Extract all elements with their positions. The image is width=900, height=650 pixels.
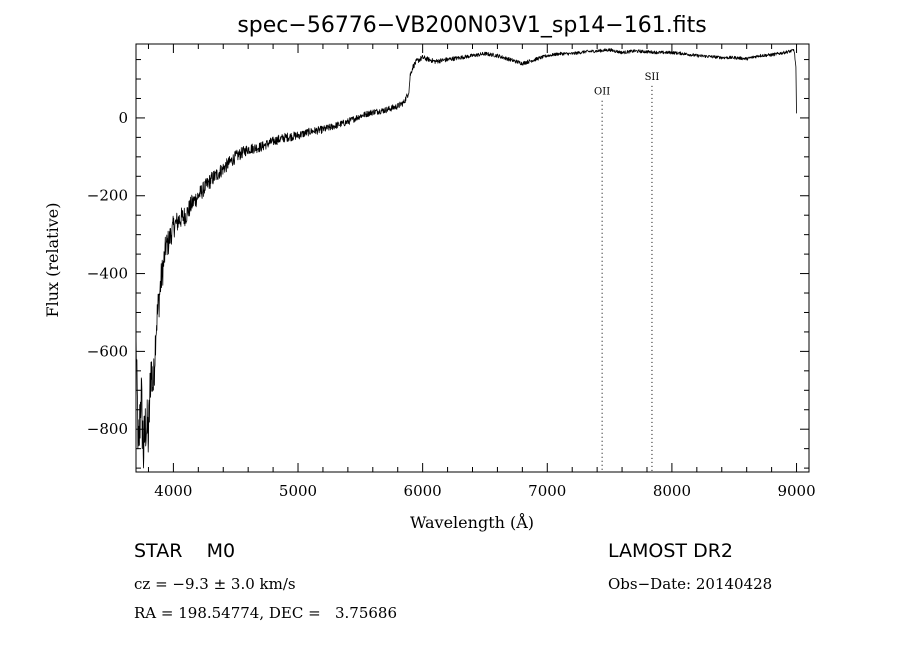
object-class: STAR [134,540,183,562]
coordinates: RA = 198.54774, DEC = 3.75686 [134,604,398,622]
x-tick-label: 7000 [528,482,566,500]
y-tick-label: −400 [87,265,128,283]
x-tick-label: 5000 [279,482,317,500]
plot-axes [135,43,810,473]
chart-title: spec−56776−VB200N03V1_sp14−161.fits [237,13,706,38]
y-axis: 0 −200 −400 −600 −800 [87,59,809,469]
line-label-oii: OII [594,87,610,98]
y-axis-label: Flux (relative) [43,203,62,318]
x-tick-label: 6000 [404,482,442,500]
plot-frame [135,43,810,473]
x-tick-label: 9000 [777,482,815,500]
y-tick-label: −800 [87,420,128,438]
emission-lines: OII SII [594,72,659,472]
y-tick-label: −600 [87,342,128,360]
obs-date: Obs−Date: 20140428 [608,575,773,593]
x-axis-label: Wavelength (Å) [410,512,534,532]
x-axis: 4000 5000 6000 7000 8000 9000 [147,44,816,500]
spectrum-line [135,48,797,469]
redshift-label: cz = −9.3 ± 3.0 km/s [134,575,296,593]
x-tick-label: 4000 [154,482,192,500]
line-label-sii: SII [645,72,660,83]
survey-name: LAMOST DR2 [608,540,733,562]
y-tick-label: 0 [118,109,128,127]
subclass: M0 [206,540,236,562]
x-tick-label: 8000 [653,482,691,500]
y-tick-label: −200 [87,187,128,205]
classification: STAR M0 [134,540,235,562]
